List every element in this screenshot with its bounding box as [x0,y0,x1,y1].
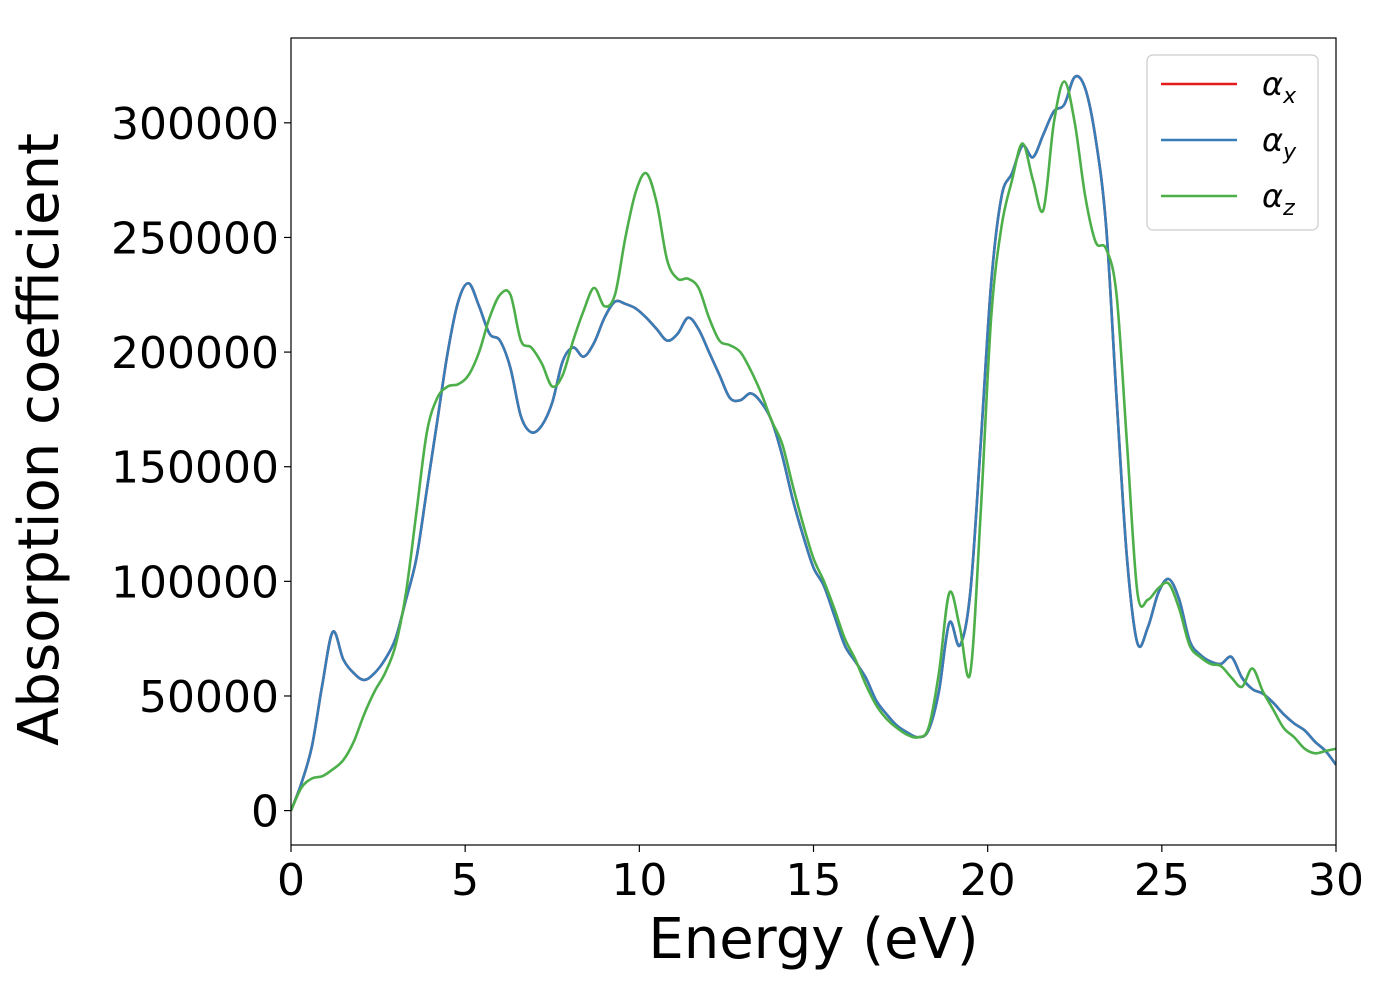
y-tick-label: 300000 [111,99,279,150]
legend-label-x: αx [1262,65,1297,109]
x-tick-label: 0 [277,855,305,906]
y-tick-label: 0 [251,787,279,838]
series-line-y [291,74,1336,812]
legend-label-y: αy [1262,121,1297,165]
x-tick-label: 5 [451,855,479,906]
y-tick-label: 50000 [139,672,279,723]
y-tick-label: 250000 [111,213,279,264]
y-tick-label: 100000 [111,557,279,608]
series-line-z [291,80,1336,812]
y-axis-label: Absorption coefficient [7,133,72,746]
axis-ticks: 0 5 10 15 20 25 30 0 50000 100000 150000 200000 2500… [111,99,1364,906]
y-tick-label: 200000 [111,328,279,379]
legend-box [1146,54,1319,231]
legend: αx αy αz [1146,54,1319,231]
x-tick-label: 15 [786,855,842,906]
legend-label-z: αz [1262,177,1295,221]
x-tick-label: 25 [1134,855,1190,906]
x-axis-label: Energy (eV) [648,907,978,972]
x-tick-label: 10 [611,855,667,906]
x-tick-label: 20 [960,855,1016,906]
series-lines [291,74,1336,812]
x-tick-label: 30 [1308,855,1364,906]
y-tick-label: 150000 [111,443,279,494]
